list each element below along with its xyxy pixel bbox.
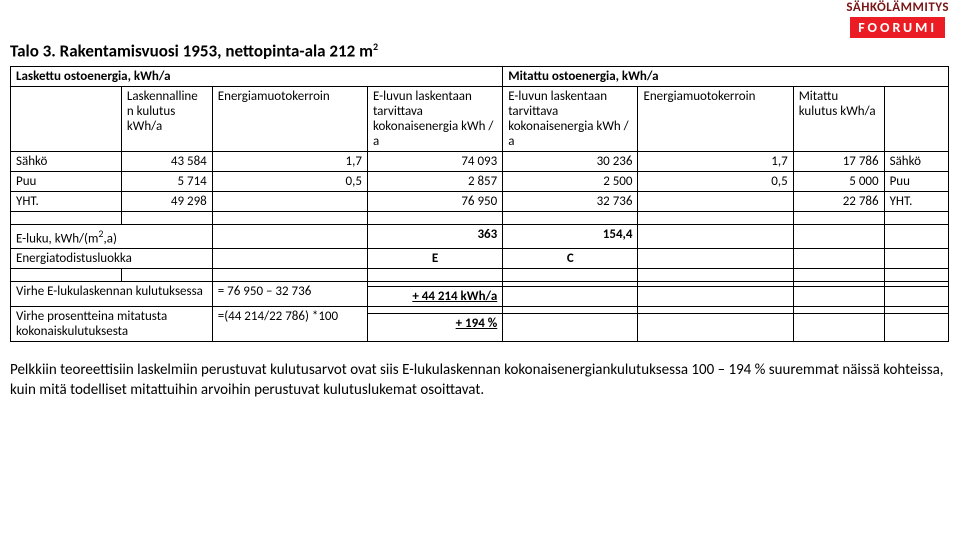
cell — [638, 306, 793, 313]
cell: 22 786 — [793, 191, 884, 211]
cell — [638, 248, 793, 268]
cell: 17 786 — [793, 151, 884, 171]
cell: 30 236 — [503, 151, 638, 171]
cell — [638, 313, 793, 341]
cell — [638, 191, 793, 211]
row-right-label: Puu — [884, 171, 948, 191]
header-left: Laskettu ostoenergia, kWh/a — [11, 66, 503, 86]
cell — [793, 224, 884, 248]
cell: 32 736 — [503, 191, 638, 211]
row-label: Puu — [11, 171, 122, 191]
cell — [884, 248, 948, 268]
spacer-row — [11, 211, 949, 224]
luokka-label: Energiatodistusluokka — [11, 248, 213, 268]
cell — [884, 224, 948, 248]
eluku-right: 154,4 — [503, 224, 638, 248]
head-a: Laskennalline n kulutus kWh/a — [121, 86, 212, 151]
cell — [212, 248, 367, 268]
cell: 2 500 — [503, 171, 638, 191]
cell: 0,5 — [638, 171, 793, 191]
cell — [503, 286, 638, 306]
head-f: Mitattu kulutus kWh/a — [793, 86, 884, 151]
eluku-left: 363 — [367, 224, 502, 248]
virhe1-label: Virhe E-lukulaskennan kulutuksessa — [11, 281, 213, 306]
cell: 5 714 — [121, 171, 212, 191]
cell — [367, 306, 502, 313]
virhe1-calc: = 76 950 – 32 736 — [212, 281, 367, 306]
row-label: Sähkö — [11, 151, 122, 171]
title-text: Talo 3. Rakentamisvuosi 1953, nettopinta… — [10, 41, 373, 62]
row-right-label: YHT. — [884, 191, 948, 211]
virhe2-row: Virhe prosentteina mitatusta kokonaiskul… — [11, 306, 949, 313]
header-row-2: Laskennalline n kulutus kWh/a Energiamuo… — [11, 86, 949, 151]
cell — [884, 286, 948, 306]
cell — [503, 306, 638, 313]
header-row-1: Laskettu ostoenergia, kWh/a Mitattu osto… — [11, 66, 949, 86]
head-c: E-luvun laskentaan tarvittava kokonaisen… — [367, 86, 502, 151]
head-e: Energiamuotokerroin — [638, 86, 793, 151]
cell — [793, 306, 884, 313]
virhe2-label: Virhe prosentteina mitatusta kokonaiskul… — [11, 306, 213, 341]
eluku-label: E-luku, kWh/(m2,a) — [11, 224, 213, 248]
energy-table: Laskettu ostoenergia, kWh/a Mitattu osto… — [10, 66, 949, 342]
virhe2-val: + 194 % — [367, 313, 502, 341]
logo: SÄHKÖLÄMMITYS FOORUMI — [846, 0, 949, 38]
cell: 5 000 — [793, 171, 884, 191]
blank-head — [11, 86, 122, 151]
spacer-row — [11, 268, 949, 281]
cell: 0,5 — [212, 171, 367, 191]
cell: 49 298 — [121, 191, 212, 211]
logo-top-text: SÄHKÖLÄMMITYS — [846, 0, 949, 15]
row-right-label: Sähkö — [884, 151, 948, 171]
cell: 2 857 — [367, 171, 502, 191]
cell — [638, 286, 793, 306]
head-d: E-luvun laskentaan tarvittava kokonaisen… — [503, 86, 638, 151]
cell: 1,7 — [212, 151, 367, 171]
footnote: Pelkkiin teoreettisiin laskelmiin perust… — [10, 360, 949, 401]
cell — [212, 224, 367, 248]
luokka-row: Energiatodistusluokka E C — [11, 248, 949, 268]
eluku-row: E-luku, kWh/(m2,a) 363 154,4 — [11, 224, 949, 248]
cell — [884, 313, 948, 341]
cell: 43 584 — [121, 151, 212, 171]
luokka-right: C — [503, 248, 638, 268]
cell: 76 950 — [367, 191, 502, 211]
page-title: Talo 3. Rakentamisvuosi 1953, nettopinta… — [10, 40, 949, 62]
luokka-left: E — [367, 248, 502, 268]
cell: 74 093 — [367, 151, 502, 171]
row-label: YHT. — [11, 191, 122, 211]
cell — [212, 191, 367, 211]
cell — [884, 306, 948, 313]
virhe1-val: + 44 214 kWh/a — [367, 286, 502, 306]
blank-head-r — [884, 86, 948, 151]
head-b: Energiamuotokerroin — [212, 86, 367, 151]
table-row: YHT. 49 298 76 950 32 736 22 786 YHT. — [11, 191, 949, 211]
table-row: Sähkö 43 584 1,7 74 093 30 236 1,7 17 78… — [11, 151, 949, 171]
table-row: Puu 5 714 0,5 2 857 2 500 0,5 5 000 Puu — [11, 171, 949, 191]
cell — [793, 286, 884, 306]
cell: 1,7 — [638, 151, 793, 171]
logo-bottom-text: FOORUMI — [850, 17, 945, 38]
title-sup: 2 — [373, 40, 378, 53]
virhe2-calc: =(44 214/22 786) *100 — [212, 306, 367, 341]
cell — [638, 224, 793, 248]
cell — [503, 313, 638, 341]
header-right: Mitattu ostoenergia, kWh/a — [503, 66, 949, 86]
cell — [793, 313, 884, 341]
cell — [793, 248, 884, 268]
